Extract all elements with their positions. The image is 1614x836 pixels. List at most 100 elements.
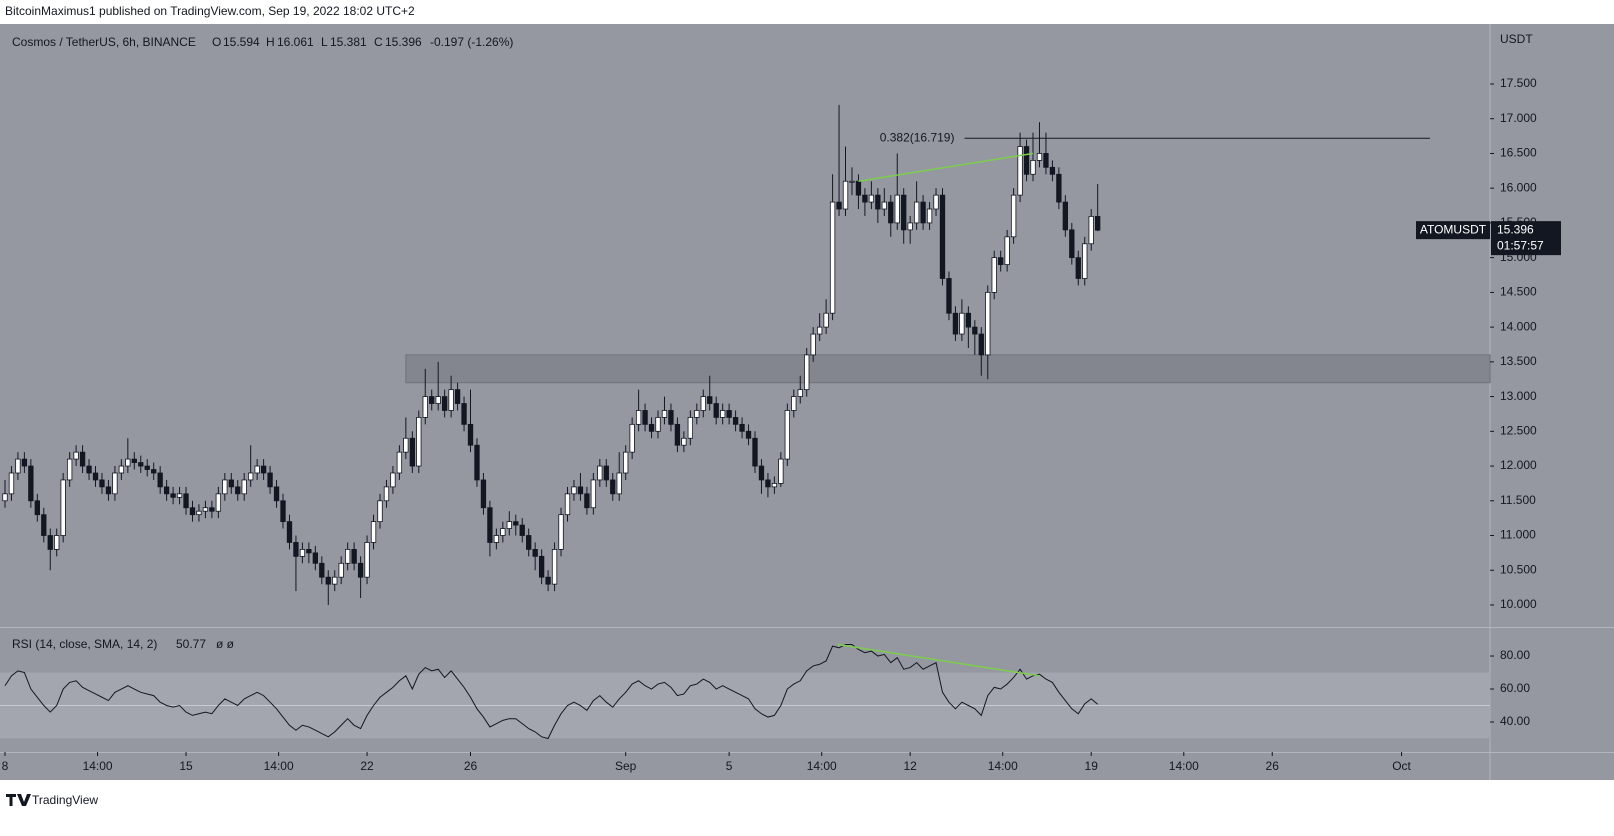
rsi-tick-label: 80.00 bbox=[1500, 648, 1530, 662]
candle-body bbox=[1004, 236, 1010, 265]
candle-body bbox=[577, 486, 584, 495]
candle-body bbox=[416, 417, 422, 467]
ohlc-value: 16.061 bbox=[277, 35, 314, 49]
chart-background bbox=[0, 24, 1614, 780]
candle-body bbox=[254, 465, 260, 474]
y-tick-label: 11.000 bbox=[1500, 528, 1536, 542]
x-tick-label: 14:00 bbox=[264, 759, 294, 773]
candle-body bbox=[293, 542, 299, 557]
candle-body bbox=[441, 396, 448, 411]
candle-body bbox=[616, 472, 622, 495]
candle-body bbox=[131, 458, 137, 463]
candle-body bbox=[868, 194, 875, 203]
candle-body bbox=[196, 510, 202, 516]
candle-body bbox=[47, 535, 53, 550]
candle-body bbox=[739, 423, 745, 432]
candle-body bbox=[816, 326, 823, 335]
candle-body bbox=[202, 507, 209, 512]
candle-body bbox=[338, 562, 344, 578]
candle-body bbox=[862, 194, 868, 203]
x-tick-label: 14:00 bbox=[83, 759, 113, 773]
candle-body bbox=[241, 479, 247, 495]
candle-body bbox=[519, 524, 525, 536]
candle-body bbox=[1049, 166, 1056, 175]
candle-body bbox=[713, 403, 719, 418]
rsi-tick-label: 60.00 bbox=[1500, 681, 1530, 695]
candle-body bbox=[623, 451, 629, 474]
x-tick-label: Sep bbox=[615, 759, 637, 773]
candle-body bbox=[461, 403, 467, 425]
candle-body bbox=[648, 423, 655, 432]
candle-body bbox=[248, 472, 254, 481]
candle-body bbox=[1030, 160, 1036, 175]
candle-body bbox=[370, 521, 377, 543]
candle-body bbox=[1075, 257, 1081, 279]
candle-body bbox=[564, 493, 571, 516]
candle-body bbox=[1023, 146, 1030, 175]
candle-body bbox=[726, 410, 732, 418]
candle-body bbox=[551, 549, 558, 585]
candle-body bbox=[351, 549, 357, 564]
candle-body bbox=[260, 465, 267, 474]
candle-body bbox=[474, 444, 480, 481]
candle-body bbox=[784, 410, 790, 460]
candle-body bbox=[409, 437, 415, 467]
candle-body bbox=[2, 493, 8, 502]
price-divergence bbox=[858, 152, 1034, 182]
candle-body bbox=[144, 465, 150, 470]
candle-body bbox=[41, 514, 47, 536]
y-tick-label: 10.000 bbox=[1500, 597, 1537, 611]
y-tick-label: 11.500 bbox=[1500, 493, 1536, 507]
candle-body bbox=[306, 549, 312, 554]
candle-body bbox=[758, 465, 765, 481]
candle-body bbox=[829, 201, 836, 314]
y-tick-label: 14.000 bbox=[1500, 319, 1537, 333]
x-tick-label: 14:00 bbox=[807, 759, 837, 773]
y-tick-label: 10.500 bbox=[1500, 562, 1537, 576]
candle-body bbox=[558, 514, 564, 550]
candle-body bbox=[79, 451, 86, 467]
candle-body bbox=[849, 180, 855, 183]
candle-body bbox=[66, 458, 73, 481]
candle-body bbox=[403, 437, 409, 453]
countdown: 01:57:57 bbox=[1497, 238, 1544, 252]
candle-body bbox=[319, 562, 325, 578]
candle-body bbox=[325, 576, 331, 585]
candle-body bbox=[804, 354, 810, 391]
candle-body bbox=[1069, 229, 1075, 259]
y-tick-label: 13.500 bbox=[1500, 354, 1537, 368]
candle-body bbox=[842, 180, 849, 210]
candle-body bbox=[99, 479, 105, 488]
candle-body bbox=[357, 562, 364, 578]
candle-body bbox=[1010, 194, 1017, 238]
candle-body bbox=[771, 483, 778, 488]
rsi-tick-label: 40.00 bbox=[1500, 714, 1530, 728]
candle-body bbox=[189, 507, 196, 516]
x-tick-label: 14:00 bbox=[1169, 759, 1199, 773]
candle-body bbox=[1017, 146, 1023, 196]
candle-body bbox=[163, 486, 170, 495]
candle-body bbox=[668, 410, 674, 425]
candle-body bbox=[926, 208, 933, 224]
y-tick-label: 16.000 bbox=[1500, 180, 1537, 194]
candle-body bbox=[978, 333, 984, 356]
indicator-extra: ø ø bbox=[216, 637, 235, 651]
support-zone bbox=[405, 354, 1491, 384]
candle-body bbox=[991, 257, 997, 293]
candle-body bbox=[610, 479, 616, 495]
rsi-line bbox=[4, 643, 1098, 740]
candle-body bbox=[959, 312, 965, 335]
candle-body bbox=[151, 469, 157, 474]
y-tick-label: 17.500 bbox=[1500, 76, 1537, 90]
candle-body bbox=[1036, 153, 1043, 161]
fib-level-label: 0.382(16.719) bbox=[880, 130, 955, 144]
candle-body bbox=[73, 451, 79, 460]
x-tick-label: Oct bbox=[1392, 759, 1411, 773]
candle-body bbox=[823, 312, 829, 328]
candle-body bbox=[965, 312, 972, 328]
candle-body bbox=[674, 423, 681, 446]
candle-body bbox=[92, 472, 99, 481]
candle-body bbox=[86, 465, 92, 474]
indicator-title: RSI (14, close, SMA, 14, 2) bbox=[12, 637, 157, 651]
candle-body bbox=[707, 396, 713, 404]
